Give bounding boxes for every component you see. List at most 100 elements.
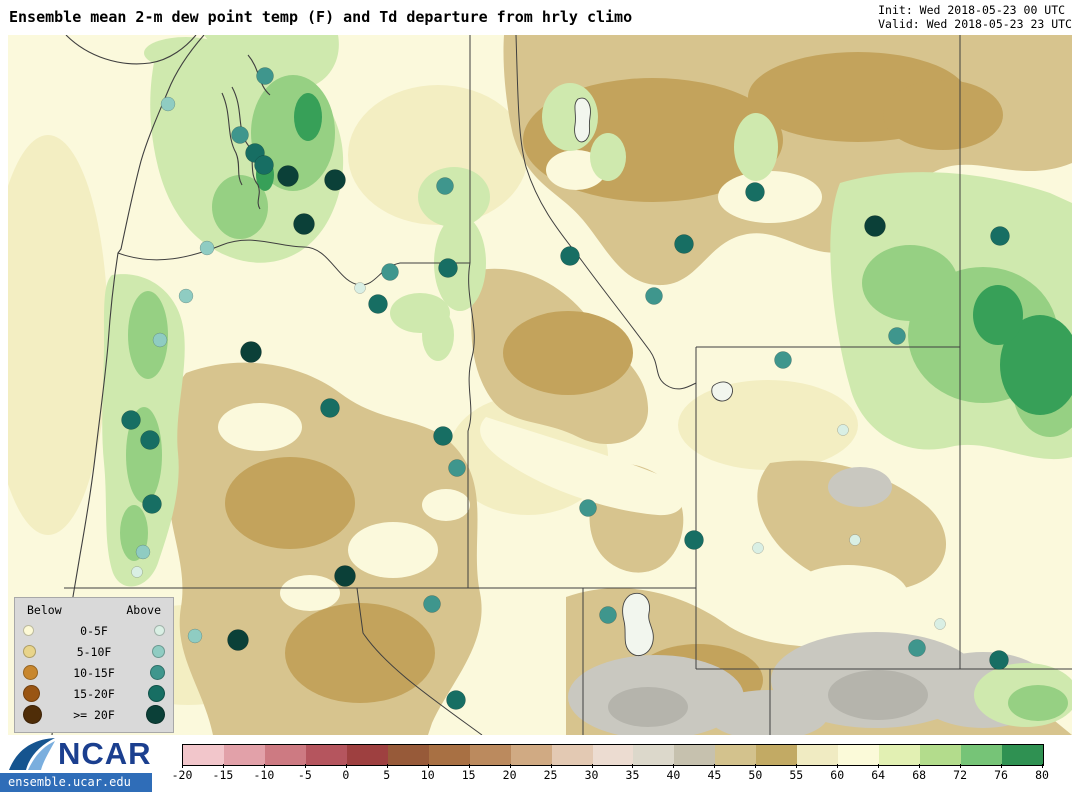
colorbar-tick-label: -20 — [171, 768, 193, 782]
colorbar-tick-label: 0 — [342, 768, 350, 782]
colorbar-tick-mark — [755, 764, 757, 768]
colorbar-segment — [756, 745, 798, 765]
colorbar-tick-mark — [796, 764, 798, 768]
station-dot — [334, 565, 356, 587]
colorbar-tick-mark — [509, 764, 511, 768]
station-dot — [745, 182, 765, 202]
colorbar-tick-label: 76 — [994, 768, 1008, 782]
ncar-logo-icon — [9, 738, 55, 770]
station-dot — [436, 177, 454, 195]
yellowstone-lake — [711, 381, 733, 402]
colorbar-segment — [1002, 745, 1044, 765]
great-salt-lake — [622, 593, 654, 656]
colorbar-tick-mark — [263, 764, 265, 768]
colorbar-tick-label: 15 — [461, 768, 476, 782]
page-title: Ensemble mean 2-m dew point temp (F) and… — [9, 8, 633, 26]
station-dot — [989, 650, 1009, 670]
colorbar-tick-mark — [427, 764, 429, 768]
colorbar-tick-mark — [632, 764, 634, 768]
colorbar-tick-label: 60 — [830, 768, 845, 782]
site-url[interactable]: ensemble.ucar.edu — [0, 773, 152, 792]
colorbar-segment — [879, 745, 921, 765]
station-dot — [849, 534, 861, 546]
colorbar-segment — [346, 745, 388, 765]
colorbar-tick-label: 30 — [584, 768, 599, 782]
lakes — [574, 97, 733, 656]
station-dot — [423, 595, 441, 613]
colorbar-tick-mark — [345, 764, 347, 768]
colorbar-tick-label: 64 — [871, 768, 886, 782]
colorbar-tick-label: 5 — [383, 768, 391, 782]
colorbar-tick-mark — [591, 764, 593, 768]
station-dot — [381, 263, 399, 281]
station-dot — [121, 410, 141, 430]
station-dot — [142, 494, 162, 514]
legend-below-dot — [23, 665, 38, 680]
colorbar-tick-mark — [304, 764, 306, 768]
state-borders — [64, 35, 1072, 735]
legend-above-header: Above — [126, 603, 161, 617]
station-dot — [888, 327, 906, 345]
legend-below-dot — [23, 645, 36, 658]
colorbar-tick-label: -10 — [253, 768, 275, 782]
colorbar-tick-label: 68 — [912, 768, 927, 782]
legend: Below Above 0-5F 5-10F 10-15F 15-20F >= 20F — [14, 597, 174, 733]
colorbar-segment — [797, 745, 839, 765]
station-dot — [674, 234, 694, 254]
site-url-text: ensemble.ucar.edu — [8, 775, 131, 789]
station-dot — [599, 606, 617, 624]
colorbar-tick-mark — [837, 764, 839, 768]
legend-range-label: 5-10F — [76, 644, 112, 659]
legend-row: 5-10F — [23, 641, 165, 662]
init-time: Init: Wed 2018-05-23 00 UTC — [878, 3, 1066, 17]
footer: NCAR ensemble.ucar.edu -20 -15 -10 -5 0 5 10 15… — [0, 735, 1080, 792]
legend-row: 15-20F — [23, 683, 165, 704]
station-dot — [446, 690, 466, 710]
colorbar-tick-label: 10 — [420, 768, 435, 782]
station-dot — [135, 544, 151, 560]
legend-row: 0-5F — [23, 620, 165, 641]
legend-header: Below Above — [23, 603, 165, 620]
colorbar-tick-label: 45 — [707, 768, 722, 782]
colorbar-segment — [469, 745, 511, 765]
station-dot — [187, 628, 203, 644]
legend-row: >= 20F — [23, 704, 165, 725]
colorbar-segment — [715, 745, 757, 765]
colorbar-segment — [428, 745, 470, 765]
stations-layer — [121, 67, 1010, 710]
legend-below-header: Below — [27, 603, 62, 617]
colorbar-segment — [387, 745, 429, 765]
station-dot — [433, 426, 453, 446]
dewpoint-map — [8, 35, 1072, 735]
station-dot — [277, 165, 299, 187]
station-dot — [240, 341, 262, 363]
run-times: Init: Wed 2018-05-23 00 UTC Valid: Wed 2… — [878, 3, 1072, 31]
station-dot — [354, 282, 366, 294]
colorbar-tick-mark — [714, 764, 716, 768]
colorbar-segment — [551, 745, 593, 765]
colorbar-tick-label: 50 — [748, 768, 763, 782]
station-dot — [990, 226, 1010, 246]
colorbar-tick-label: 40 — [666, 768, 681, 782]
station-dot — [293, 213, 315, 235]
colorbar-segment — [838, 745, 880, 765]
station-dot — [227, 629, 249, 651]
colorbar-tick-mark — [222, 764, 224, 768]
valid-time: Valid: Wed 2018-05-23 23 UTC — [878, 16, 1072, 31]
dewpoint-field — [8, 35, 1072, 735]
station-dot — [320, 398, 340, 418]
legend-above-dot — [154, 625, 165, 636]
legend-range-label: >= 20F — [73, 707, 115, 722]
colorbar-tick-label: 80 — [1035, 768, 1049, 782]
colorbar-tick-label: 20 — [502, 768, 517, 782]
station-dot — [256, 67, 274, 85]
colorbar-tick-mark — [878, 764, 880, 768]
colorbar-segment — [961, 745, 1003, 765]
station-dot — [837, 424, 849, 436]
colorbar-segment — [183, 745, 224, 765]
legend-below-dot — [23, 705, 42, 724]
station-dot — [199, 240, 215, 256]
colorbar-tick-mark — [919, 764, 921, 768]
legend-row: 10-15F — [23, 662, 165, 683]
colorbar-tick-label: 72 — [953, 768, 968, 782]
